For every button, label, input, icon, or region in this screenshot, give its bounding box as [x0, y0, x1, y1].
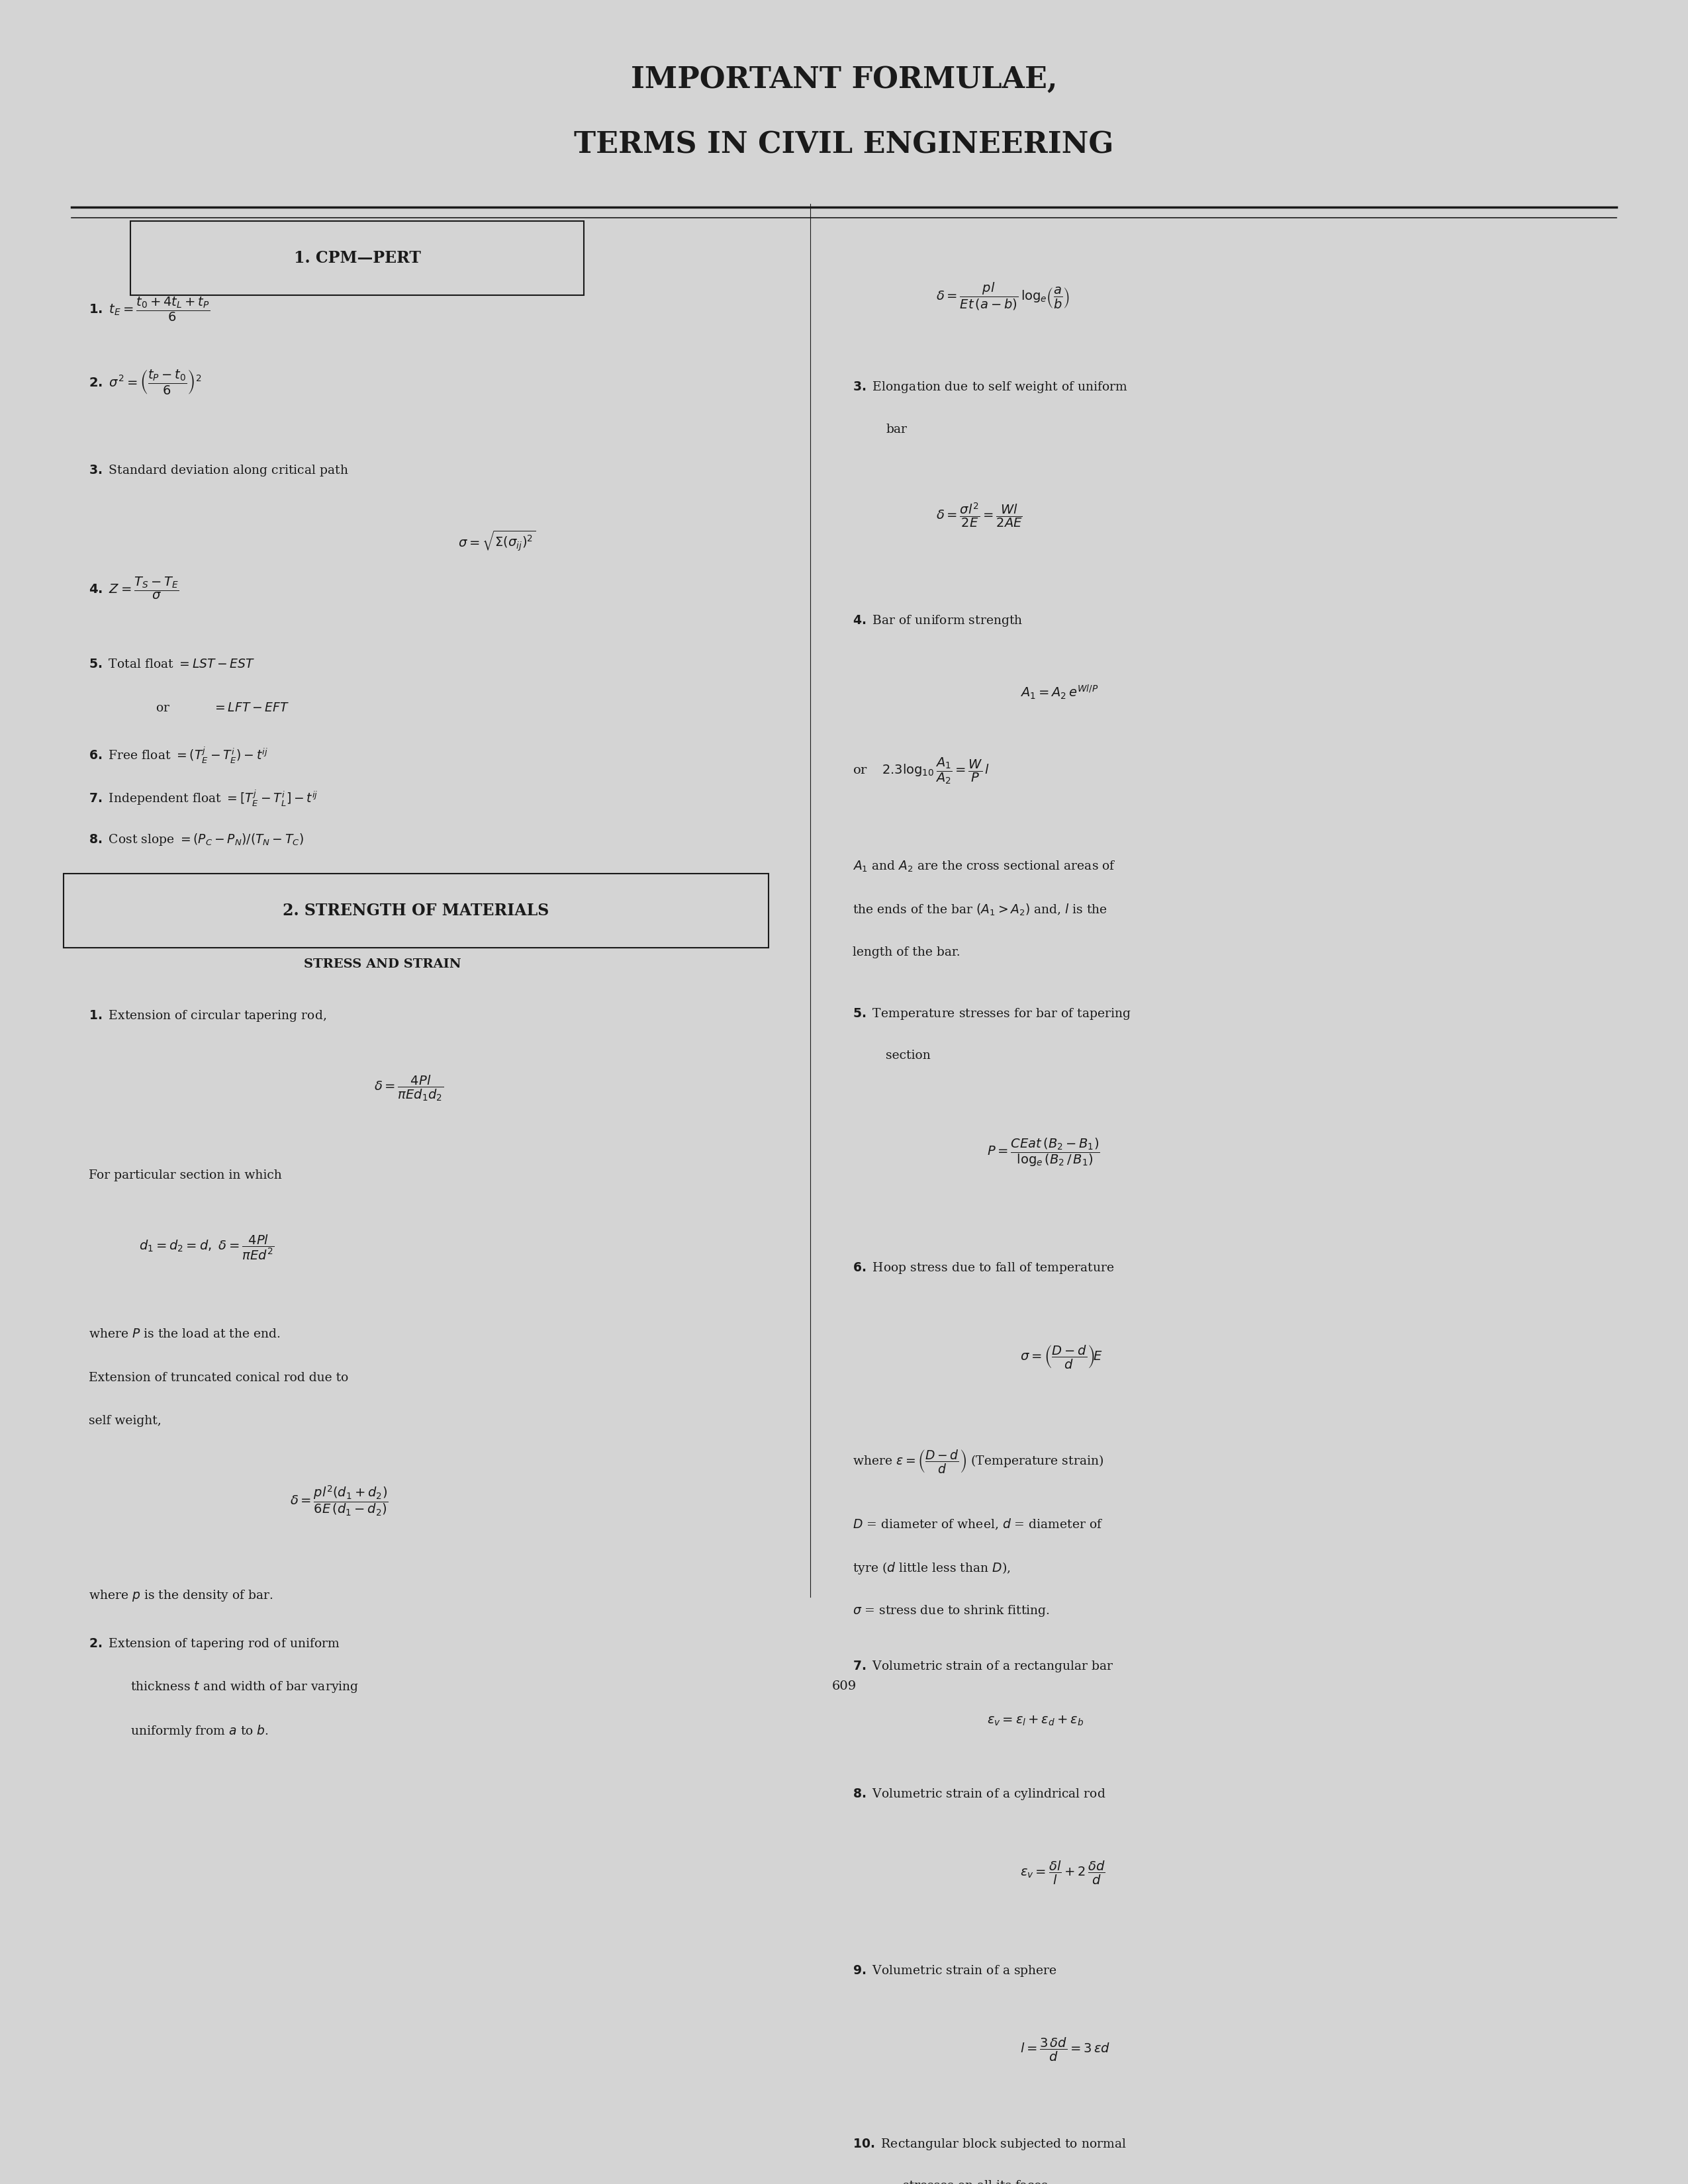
Text: section: section	[886, 1051, 930, 1061]
Text: tyre ($d$ little less than $D$),: tyre ($d$ little less than $D$),	[852, 1562, 1009, 1575]
Text: $\varepsilon_v = \varepsilon_l + \varepsilon_d + \varepsilon_b$: $\varepsilon_v = \varepsilon_l + \vareps…	[987, 1714, 1084, 1728]
Text: thickness $t$ and width of bar varying: thickness $t$ and width of bar varying	[130, 1679, 360, 1695]
Text: or  $\;\;2.3\log_{10}\dfrac{A_1}{A_2} = \dfrac{W}{P}\,l$: or $\;\;2.3\log_{10}\dfrac{A_1}{A_2} = \…	[852, 756, 989, 786]
Text: $\mathbf{9.}$ Volumetric strain of a sphere: $\mathbf{9.}$ Volumetric strain of a sph…	[852, 1963, 1057, 1979]
Text: $\mathbf{7.}$ Volumetric strain of a rectangular bar: $\mathbf{7.}$ Volumetric strain of a rec…	[852, 1660, 1114, 1673]
Text: TERMS IN CIVIL ENGINEERING: TERMS IN CIVIL ENGINEERING	[574, 131, 1114, 159]
Text: $\mathbf{1.}$ $t_E = \dfrac{t_0 + 4t_L + t_P}{6}$: $\mathbf{1.}$ $t_E = \dfrac{t_0 + 4t_L +…	[88, 295, 209, 323]
Text: $\delta = \dfrac{\sigma l^2}{2E} = \dfrac{Wl}{2AE}$: $\delta = \dfrac{\sigma l^2}{2E} = \dfra…	[937, 502, 1023, 529]
Text: $\mathbf{8.}$ Cost slope $= (P_C - P_N)/(T_N - T_C)$: $\mathbf{8.}$ Cost slope $= (P_C - P_N)/…	[88, 832, 304, 847]
Text: $A_1 = A_2\,e^{W l/P}$: $A_1 = A_2\,e^{W l/P}$	[1020, 684, 1099, 701]
Text: $\mathbf{5.}$ Total float $= LST - EST$: $\mathbf{5.}$ Total float $= LST - EST$	[88, 660, 255, 670]
Text: uniformly from $a$ to $b$.: uniformly from $a$ to $b$.	[130, 1723, 268, 1738]
Text: $\sigma = \sqrt{\Sigma(\sigma_{ij})^2}$: $\sigma = \sqrt{\Sigma(\sigma_{ij})^2}$	[457, 529, 535, 553]
FancyBboxPatch shape	[64, 874, 768, 948]
Text: $\mathbf{4.}$ Bar of uniform strength: $\mathbf{4.}$ Bar of uniform strength	[852, 614, 1023, 629]
Text: $\mathbf{2.}$ $\sigma^2 = \left(\dfrac{t_P - t_0}{6}\right)^2$: $\mathbf{2.}$ $\sigma^2 = \left(\dfrac{t…	[88, 369, 201, 395]
Text: where $\varepsilon = \left(\dfrac{D - d}{d}\right)$ (Temperature strain): where $\varepsilon = \left(\dfrac{D - d}…	[852, 1448, 1104, 1474]
Text: $\sigma = \left(\dfrac{D - d}{d}\right)\!E$: $\sigma = \left(\dfrac{D - d}{d}\right)\…	[1020, 1343, 1102, 1372]
Text: $\mathbf{4.}$ $Z = \dfrac{T_S - T_E}{\sigma}$: $\mathbf{4.}$ $Z = \dfrac{T_S - T_E}{\si…	[88, 577, 179, 601]
Text: $D$ = diameter of wheel, $d$ = diameter of: $D$ = diameter of wheel, $d$ = diameter …	[852, 1518, 1102, 1531]
Text: $\delta = \dfrac{4Pl}{\pi E d_1 d_2}$: $\delta = \dfrac{4Pl}{\pi E d_1 d_2}$	[375, 1075, 444, 1103]
FancyBboxPatch shape	[130, 221, 584, 295]
Text: $\mathbf{5.}$ Temperature stresses for bar of tapering: $\mathbf{5.}$ Temperature stresses for b…	[852, 1007, 1131, 1022]
Text: $\mathbf{3.}$ Elongation due to self weight of uniform: $\mathbf{3.}$ Elongation due to self wei…	[852, 380, 1128, 395]
Text: the ends of the bar $(A_1 > A_2)$ and, $l$ is the: the ends of the bar $(A_1 > A_2)$ and, $…	[852, 902, 1107, 917]
Text: Extension of truncated conical rod due to: Extension of truncated conical rod due t…	[88, 1372, 348, 1385]
Text: $A_1$ and $A_2$ are the cross sectional areas of: $A_1$ and $A_2$ are the cross sectional …	[852, 860, 1116, 874]
Text: $\sigma$ = stress due to shrink fitting.: $\sigma$ = stress due to shrink fitting.	[852, 1603, 1050, 1618]
Text: $P = \dfrac{CEat\,(B_2 - B_1)}{\log_e(B_2\,/\,B_1)}$: $P = \dfrac{CEat\,(B_2 - B_1)}{\log_e(B_…	[987, 1136, 1101, 1168]
Text: where $P$ is the load at the end.: where $P$ is the load at the end.	[88, 1328, 280, 1341]
Text: $\mathbf{6.}$ Free float $= (T_E^j - T_E^i) - t^{ij}$: $\mathbf{6.}$ Free float $= (T_E^j - T_E…	[88, 745, 268, 764]
Text: $\mathbf{1.}$ Extension of circular tapering rod,: $\mathbf{1.}$ Extension of circular tape…	[88, 1009, 326, 1022]
Text: $\mathbf{8.}$ Volumetric strain of a cylindrical rod: $\mathbf{8.}$ Volumetric strain of a cyl…	[852, 1787, 1106, 1802]
Text: $\mathbf{3.}$ Standard deviation along critical path: $\mathbf{3.}$ Standard deviation along c…	[88, 463, 348, 478]
Text: self weight,: self weight,	[88, 1415, 160, 1426]
Text: IMPORTANT FORMULAE,: IMPORTANT FORMULAE,	[631, 66, 1057, 94]
Text: 609: 609	[832, 1679, 856, 1693]
Text: $\mathbf{10.}$ Rectangular block subjected to normal: $\mathbf{10.}$ Rectangular block subject…	[852, 2136, 1126, 2151]
Text: For particular section in which: For particular section in which	[88, 1168, 282, 1182]
Text: STRESS AND STRAIN: STRESS AND STRAIN	[304, 959, 461, 970]
Text: $\varepsilon_v = \dfrac{\delta l}{l} + 2\,\dfrac{\delta d}{d}$: $\varepsilon_v = \dfrac{\delta l}{l} + 2…	[1020, 1861, 1106, 1887]
Text: $\mathbf{7.}$ Independent float $= [T_E^j - T_L^i] - t^{ij}$: $\mathbf{7.}$ Independent float $= [T_E^…	[88, 788, 317, 808]
Text: $\mathbf{6.}$ Hoop stress due to fall of temperature: $\mathbf{6.}$ Hoop stress due to fall of…	[852, 1260, 1114, 1275]
Text: $\delta = \dfrac{pl^2(d_1 + d_2)}{6E\,(d_1 - d_2)}$: $\delta = \dfrac{pl^2(d_1 + d_2)}{6E\,(d…	[290, 1485, 388, 1518]
Text: stresses on all its faces: stresses on all its faces	[903, 2180, 1048, 2184]
Text: bar: bar	[886, 424, 906, 435]
Text: $\mathbf{2.}$ Extension of tapering rod of uniform: $\mathbf{2.}$ Extension of tapering rod …	[88, 1636, 339, 1651]
Text: $\delta = \dfrac{pl}{Et\,(a - b)}\,\log_e\!\left(\dfrac{a}{b}\right)$: $\delta = \dfrac{pl}{Et\,(a - b)}\,\log_…	[937, 282, 1070, 312]
Text: length of the bar.: length of the bar.	[852, 946, 960, 959]
Text: $d_1 = d_2 = d,\ \delta = \dfrac{4Pl}{\pi E d^2}$: $d_1 = d_2 = d,\ \delta = \dfrac{4Pl}{\p…	[138, 1234, 275, 1262]
Text: where $p$ is the density of bar.: where $p$ is the density of bar.	[88, 1588, 273, 1603]
Text: 1. CPM—PERT: 1. CPM—PERT	[294, 251, 420, 266]
Text: 2. STRENGTH OF MATERIALS: 2. STRENGTH OF MATERIALS	[284, 902, 549, 919]
Text: or           $= LFT - EFT$: or $= LFT - EFT$	[155, 701, 289, 714]
Text: $l = \dfrac{3\,\delta d}{d} = 3\,\varepsilon d$: $l = \dfrac{3\,\delta d}{d} = 3\,\vareps…	[1020, 2035, 1111, 2064]
